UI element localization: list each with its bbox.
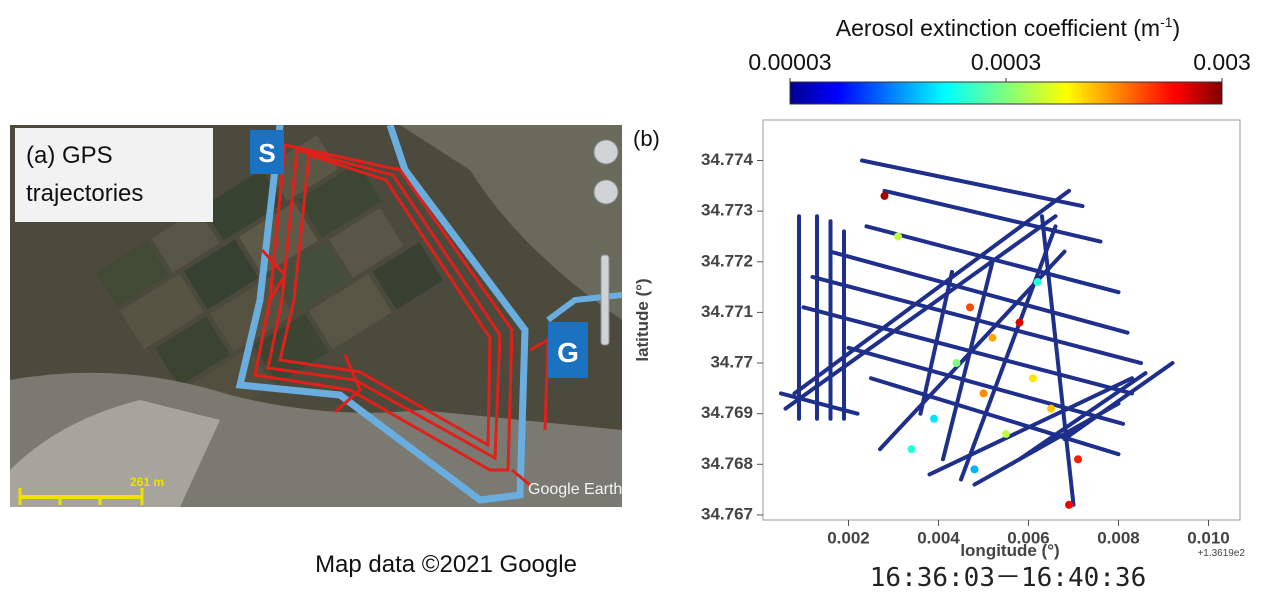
y-tick-label: 34.767 bbox=[701, 504, 753, 523]
figure: (a) GPS trajectories S G 261 m Google Ea… bbox=[0, 0, 1277, 599]
colorbar-tick-label: 0.00003 bbox=[748, 49, 831, 75]
x-tick-label: 0.006 bbox=[1007, 528, 1050, 547]
start-marker: S bbox=[258, 138, 275, 168]
colorbar-title-exponent: -1 bbox=[1160, 14, 1173, 30]
extinction-sample bbox=[989, 334, 997, 342]
y-tick-label: 34.768 bbox=[701, 454, 753, 473]
watermark: Google Earth bbox=[528, 481, 622, 498]
map-caption: Map data ©2021 Google bbox=[315, 551, 577, 578]
extinction-sample bbox=[1029, 374, 1037, 382]
y-tick-label: 34.774 bbox=[701, 150, 754, 169]
y-tick-label: 34.77 bbox=[710, 353, 753, 372]
extinction-sample bbox=[930, 415, 938, 423]
extinction-sample bbox=[953, 359, 961, 367]
x-tick-label: 0.010 bbox=[1187, 528, 1230, 547]
extinction-sample bbox=[1065, 501, 1073, 509]
x-tick-label: 0.008 bbox=[1097, 528, 1140, 547]
scale-label: 261 m bbox=[130, 475, 164, 489]
y-tick-label: 34.773 bbox=[701, 201, 753, 220]
panel-label: (b) bbox=[633, 126, 660, 151]
y-tick-label: 34.772 bbox=[701, 251, 753, 270]
y-axis-label: latitude (°) bbox=[633, 278, 652, 361]
panel-label: (a) GPS bbox=[26, 142, 113, 169]
extinction-sample bbox=[908, 445, 916, 453]
extinction-sample bbox=[1016, 319, 1024, 327]
y-tick-label: 34.769 bbox=[701, 403, 753, 422]
x-tick-label: 0.004 bbox=[917, 528, 960, 547]
panel-label: trajectories bbox=[26, 180, 143, 207]
extinction-sample bbox=[1047, 405, 1055, 413]
x-offset: +1.3619e2 bbox=[1197, 548, 1245, 559]
extinction-sample bbox=[894, 232, 902, 240]
colorbar-title: Aerosol extinction coefficient (m-1) bbox=[836, 14, 1180, 41]
goal-marker: G bbox=[557, 337, 579, 368]
colorbar-title-close: ) bbox=[1173, 15, 1181, 41]
x-tick-label: 0.002 bbox=[827, 528, 870, 547]
extinction-sample bbox=[1074, 455, 1082, 463]
y-tick-label: 34.771 bbox=[701, 302, 753, 321]
colorbar bbox=[790, 82, 1222, 104]
extinction-sample bbox=[966, 303, 974, 311]
time-range: 16:36:03－16:40:36 bbox=[870, 563, 1146, 593]
colorbar-title-text: Aerosol extinction coefficient (m bbox=[836, 15, 1160, 41]
extinction-sample bbox=[881, 192, 889, 200]
page: (a) GPS trajectories S G 261 m Google Ea… bbox=[0, 0, 1277, 599]
colorbar-tick-label: 0.003 bbox=[1193, 49, 1251, 75]
extinction-sample bbox=[1002, 430, 1010, 438]
extinction-sample bbox=[971, 465, 979, 473]
extinction-sample bbox=[1034, 278, 1042, 286]
extinction-sample bbox=[980, 389, 988, 397]
colorbar-tick-label: 0.0003 bbox=[971, 49, 1041, 75]
